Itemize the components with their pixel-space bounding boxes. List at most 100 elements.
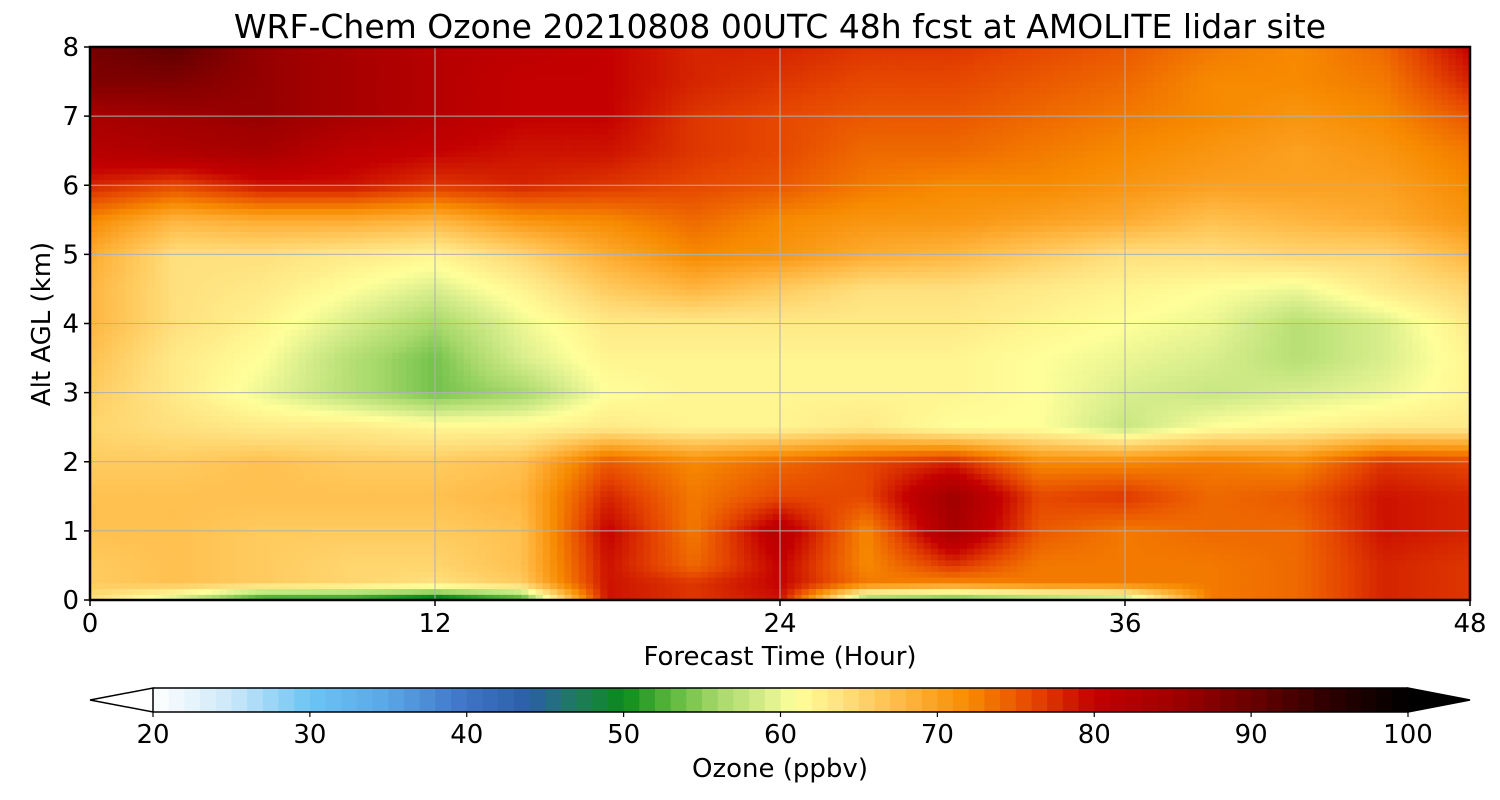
heatmap-cell bbox=[348, 455, 357, 463]
heatmap-cell bbox=[125, 588, 134, 595]
heatmap-cell bbox=[133, 490, 141, 497]
heatmap-cell bbox=[643, 484, 652, 492]
heatmap-cell bbox=[1355, 582, 1363, 590]
heatmap-cell bbox=[772, 582, 781, 590]
heatmap-cell bbox=[370, 576, 379, 584]
heatmap-cell bbox=[413, 571, 422, 578]
heatmap-cell bbox=[1089, 455, 1097, 463]
heatmap-cell bbox=[384, 455, 393, 463]
heatmap-cell bbox=[1311, 565, 1320, 572]
heatmap-cell bbox=[492, 536, 501, 543]
heatmap-cell bbox=[751, 594, 760, 600]
heatmap-cell bbox=[442, 559, 450, 567]
heatmap-cell bbox=[1283, 565, 1291, 572]
heatmap-cell bbox=[959, 576, 968, 584]
heatmap-cell bbox=[916, 548, 925, 555]
heatmap-cell bbox=[1247, 571, 1255, 578]
heatmap-cell bbox=[923, 507, 932, 515]
heatmap-cell bbox=[1010, 467, 1018, 474]
heatmap-cell bbox=[571, 450, 580, 457]
heatmap-cell bbox=[787, 548, 795, 555]
heatmap-cell bbox=[355, 507, 364, 515]
heatmap-cell bbox=[665, 571, 673, 578]
heatmap-cell bbox=[406, 576, 415, 584]
heatmap-cell bbox=[1160, 496, 1169, 503]
heatmap-cell bbox=[219, 496, 228, 503]
heatmap-cell bbox=[161, 542, 170, 549]
heatmap-cell bbox=[1081, 542, 1090, 549]
heatmap-cell bbox=[959, 507, 968, 515]
heatmap-cell bbox=[140, 467, 149, 474]
heatmap-cell bbox=[1261, 576, 1270, 584]
heatmap-cell bbox=[1362, 502, 1370, 509]
heatmap-cell bbox=[1031, 559, 1040, 567]
heatmap-cell bbox=[981, 490, 990, 497]
heatmap-cell bbox=[355, 594, 364, 600]
heatmap-cell bbox=[456, 496, 465, 503]
heatmap-cell bbox=[1117, 507, 1126, 515]
heatmap-cell bbox=[700, 490, 709, 497]
heatmap-cell bbox=[492, 553, 501, 561]
heatmap-cell bbox=[859, 467, 867, 474]
heatmap-cell bbox=[506, 502, 515, 509]
heatmap-cell bbox=[686, 530, 695, 538]
heatmap-cell bbox=[1189, 588, 1198, 595]
heatmap-cell bbox=[449, 479, 458, 486]
heatmap-cell bbox=[1254, 507, 1263, 515]
heatmap-cell bbox=[1290, 553, 1299, 561]
heatmap-cell bbox=[406, 548, 415, 555]
heatmap-cell bbox=[1153, 594, 1162, 600]
heatmap-cell bbox=[564, 502, 573, 509]
heatmap-cell bbox=[780, 502, 788, 509]
heatmap-cell bbox=[456, 484, 465, 492]
heatmap-cell bbox=[887, 450, 896, 457]
heatmap-cell bbox=[514, 565, 522, 572]
heatmap-cell bbox=[1045, 507, 1054, 515]
heatmap-cell bbox=[147, 525, 156, 532]
heatmap-cell bbox=[657, 484, 666, 492]
heatmap-cell bbox=[485, 542, 494, 549]
heatmap-cell bbox=[1146, 461, 1155, 469]
heatmap-cell bbox=[1010, 519, 1018, 526]
heatmap-cell bbox=[1045, 576, 1054, 584]
heatmap-cell bbox=[1045, 450, 1054, 457]
heatmap-cell bbox=[621, 525, 630, 532]
heatmap-cell bbox=[248, 473, 256, 480]
heatmap-cell bbox=[528, 484, 537, 492]
heatmap-cell bbox=[190, 559, 199, 567]
heatmap-cell bbox=[420, 484, 429, 492]
heatmap-cell bbox=[169, 479, 177, 486]
heatmap-cell bbox=[672, 490, 680, 497]
heatmap-cell bbox=[1024, 450, 1033, 457]
heatmap-cell bbox=[1010, 490, 1018, 497]
heatmap-cell bbox=[320, 519, 328, 526]
heatmap-cell bbox=[492, 455, 501, 463]
heatmap-cell bbox=[291, 588, 300, 595]
heatmap-cell bbox=[420, 525, 429, 532]
heatmap-cell bbox=[197, 484, 206, 492]
heatmap-cell bbox=[578, 530, 587, 538]
heatmap-cell bbox=[794, 484, 803, 492]
heatmap-cell bbox=[981, 484, 990, 492]
heatmap-cell bbox=[104, 571, 113, 578]
heatmap-cell bbox=[585, 490, 594, 497]
heatmap-cell bbox=[320, 536, 328, 543]
heatmap-cell bbox=[837, 467, 846, 474]
heatmap-cell bbox=[305, 588, 314, 595]
heatmap-cell bbox=[478, 490, 486, 497]
heatmap-cell bbox=[1232, 536, 1241, 543]
heatmap-cell bbox=[923, 513, 932, 520]
heatmap-cell bbox=[1232, 553, 1241, 561]
heatmap-cell bbox=[399, 525, 407, 532]
heatmap-cell bbox=[161, 594, 170, 600]
heatmap-cell bbox=[708, 571, 716, 578]
heatmap-cell bbox=[1376, 502, 1385, 509]
heatmap-cell bbox=[248, 479, 256, 486]
heatmap-cell bbox=[801, 565, 810, 572]
heatmap-cell bbox=[1462, 473, 1470, 480]
heatmap-cell bbox=[334, 542, 343, 549]
heatmap-cell bbox=[873, 507, 882, 515]
heatmap-cell bbox=[585, 467, 594, 474]
heatmap-cell bbox=[780, 496, 788, 503]
heatmap-cell bbox=[1204, 450, 1212, 457]
